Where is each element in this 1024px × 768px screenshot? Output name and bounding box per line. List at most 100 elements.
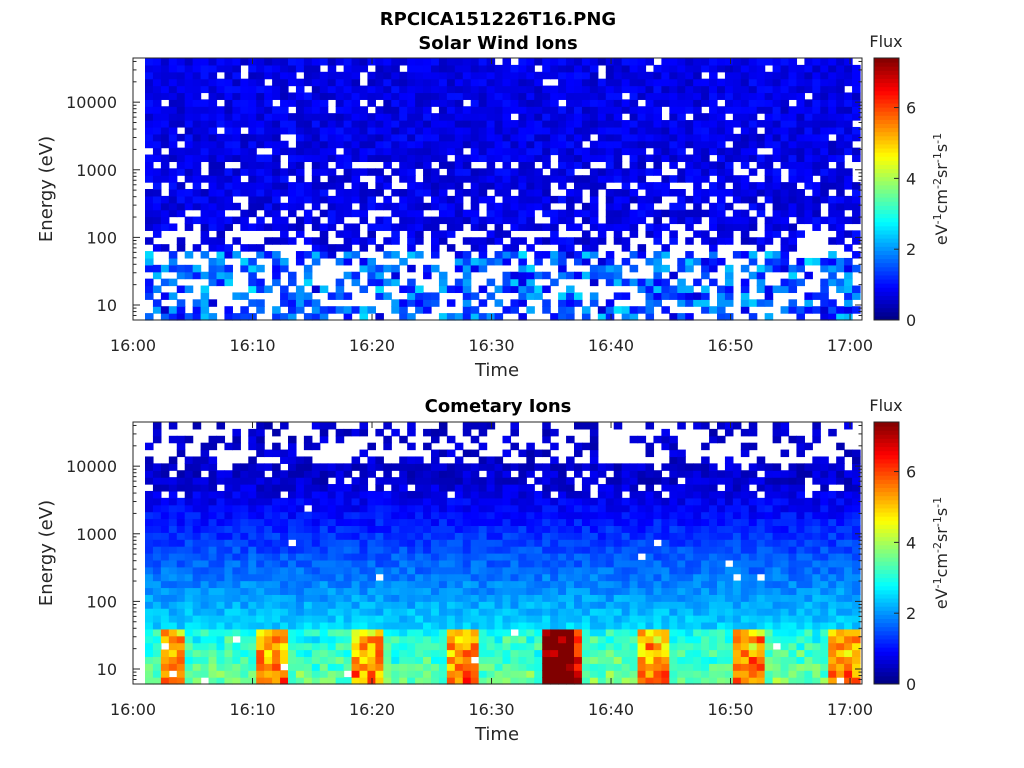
heatmap-cell bbox=[208, 435, 218, 444]
heatmap-cell bbox=[240, 306, 249, 314]
heatmap-cell bbox=[748, 120, 758, 128]
heatmap-cell bbox=[446, 628, 456, 637]
heatmap-cell bbox=[303, 209, 313, 218]
heatmap-cell bbox=[812, 182, 821, 190]
heatmap-cell bbox=[581, 525, 591, 533]
heatmap-cell bbox=[828, 264, 837, 273]
heatmap-cell bbox=[732, 133, 742, 142]
heatmap-cell bbox=[200, 642, 210, 651]
heatmap-cell bbox=[836, 161, 845, 169]
heatmap-cell bbox=[232, 663, 241, 671]
heatmap-cell bbox=[272, 621, 281, 630]
heatmap-cell bbox=[494, 553, 504, 561]
heatmap-cell bbox=[311, 580, 321, 589]
heatmap-cell bbox=[431, 497, 440, 506]
heatmap-cell bbox=[160, 223, 170, 231]
heatmap-cell bbox=[383, 628, 392, 637]
heatmap-cell bbox=[518, 195, 527, 204]
heatmap-cell bbox=[629, 106, 639, 114]
heatmap-cell bbox=[637, 594, 647, 602]
heatmap-cell bbox=[256, 449, 265, 458]
heatmap-cell bbox=[303, 677, 313, 685]
heatmap-cell bbox=[311, 251, 321, 259]
heatmap-cell bbox=[828, 147, 837, 156]
heatmap-cell bbox=[653, 511, 662, 520]
heatmap-cell bbox=[629, 71, 639, 80]
heatmap-cell bbox=[415, 656, 424, 664]
heatmap-cell bbox=[343, 580, 353, 589]
heatmap-cell bbox=[494, 601, 504, 609]
heatmap-cell bbox=[327, 511, 337, 520]
heatmap-cell bbox=[216, 511, 226, 520]
heatmap-cell bbox=[224, 546, 233, 554]
heatmap-cell bbox=[486, 106, 496, 114]
heatmap-cell bbox=[724, 71, 734, 80]
heatmap-cell bbox=[717, 216, 726, 225]
heatmap-cell bbox=[335, 511, 345, 520]
heatmap-cell bbox=[311, 113, 321, 121]
heatmap-cell bbox=[518, 504, 527, 513]
heatmap-cell bbox=[542, 628, 551, 637]
heatmap-cell bbox=[176, 677, 186, 685]
heatmap-cell bbox=[351, 64, 361, 73]
heatmap-cell bbox=[486, 463, 496, 471]
heatmap-cell bbox=[240, 663, 249, 671]
heatmap-cell bbox=[288, 497, 297, 506]
heatmap-cell bbox=[518, 106, 527, 114]
heatmap-cell bbox=[152, 99, 162, 107]
heatmap-cell bbox=[264, 497, 273, 506]
heatmap-cell bbox=[780, 99, 790, 107]
heatmap-cell bbox=[351, 566, 361, 575]
heatmap-cell bbox=[669, 189, 678, 197]
heatmap-cell bbox=[669, 78, 678, 87]
heatmap-cell bbox=[462, 175, 472, 183]
heatmap-cell bbox=[200, 566, 210, 575]
heatmap-cell bbox=[280, 168, 289, 176]
heatmap-cell bbox=[391, 264, 400, 273]
heatmap-cell bbox=[407, 182, 416, 190]
heatmap-cell bbox=[494, 663, 504, 671]
heatmap-cell bbox=[637, 642, 647, 651]
heatmap-cell bbox=[510, 133, 519, 142]
heatmap-cell bbox=[168, 497, 178, 506]
heatmap-cell bbox=[669, 133, 678, 142]
heatmap-cell bbox=[772, 78, 782, 87]
heatmap-cell bbox=[756, 244, 766, 252]
heatmap-cell bbox=[224, 154, 233, 163]
heatmap-cell bbox=[319, 422, 329, 430]
heatmap-cell bbox=[526, 58, 535, 66]
heatmap-cell bbox=[693, 257, 702, 266]
heatmap-cell bbox=[311, 306, 321, 314]
heatmap-cell bbox=[319, 106, 329, 114]
heatmap-cell bbox=[566, 237, 575, 245]
heatmap-cell bbox=[446, 209, 456, 218]
heatmap-cell bbox=[431, 608, 440, 616]
heatmap-cell bbox=[510, 670, 519, 678]
heatmap-cell bbox=[216, 113, 226, 121]
heatmap-cell bbox=[264, 85, 273, 94]
heatmap-cell bbox=[478, 195, 488, 204]
heatmap-cell bbox=[431, 504, 440, 513]
heatmap-cell bbox=[462, 168, 472, 176]
heatmap-cell bbox=[351, 573, 361, 582]
heatmap-cell bbox=[526, 244, 535, 252]
heatmap-cell bbox=[597, 490, 607, 499]
heatmap-cell bbox=[184, 484, 194, 492]
heatmap-cell bbox=[589, 573, 599, 582]
heatmap-cell bbox=[343, 621, 353, 630]
heatmap-cell bbox=[224, 601, 233, 609]
heatmap-cell bbox=[653, 628, 662, 637]
heatmap-cell bbox=[145, 168, 154, 176]
heatmap-cell bbox=[502, 635, 512, 644]
heatmap-cell bbox=[184, 140, 194, 149]
heatmap-cell bbox=[478, 113, 488, 121]
heatmap-cell bbox=[836, 306, 845, 314]
colorbar-step bbox=[874, 229, 899, 235]
heatmap-cell bbox=[272, 442, 281, 451]
heatmap-cell bbox=[558, 154, 567, 163]
heatmap-cell bbox=[192, 71, 202, 80]
heatmap-cell bbox=[383, 518, 392, 527]
heatmap-cell bbox=[788, 71, 798, 80]
heatmap-cell bbox=[224, 140, 233, 149]
heatmap-cell bbox=[645, 209, 655, 218]
